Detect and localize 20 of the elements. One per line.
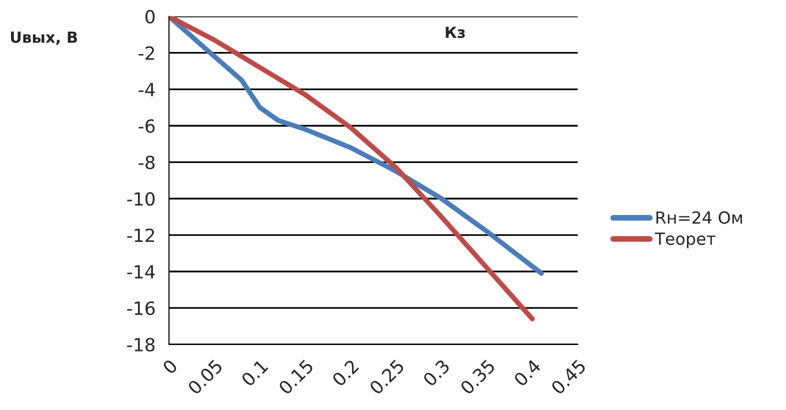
legend-label: Rн=24 Ом: [656, 211, 742, 224]
y-tick-label: -14: [127, 265, 155, 278]
x-tick-label: 0.4: [513, 358, 542, 387]
x-axis-title: Кз: [446, 26, 465, 38]
y-tick-label: -2: [138, 46, 154, 60]
y-tick-label: -10: [127, 192, 155, 206]
line-series: [168, 16, 535, 322]
y-tick-label: 0: [146, 10, 155, 24]
legend-label: Теорет: [654, 232, 716, 248]
y-tick-label: -18: [127, 338, 155, 352]
y-axis-title: Uвых, В: [10, 32, 78, 45]
y-tick-label: -16: [127, 301, 155, 316]
y-tick-label: -6: [138, 119, 155, 133]
x-tick-label: 0: [162, 358, 178, 375]
x-tick-label: 0.3: [422, 358, 450, 387]
y-tick-label: -4: [138, 82, 155, 96]
y-tick-label: -8: [138, 156, 155, 170]
y-tick-label: -12: [127, 228, 154, 242]
x-tick-label: 0.2: [331, 359, 360, 387]
x-tick-label: 0.1: [240, 359, 269, 387]
